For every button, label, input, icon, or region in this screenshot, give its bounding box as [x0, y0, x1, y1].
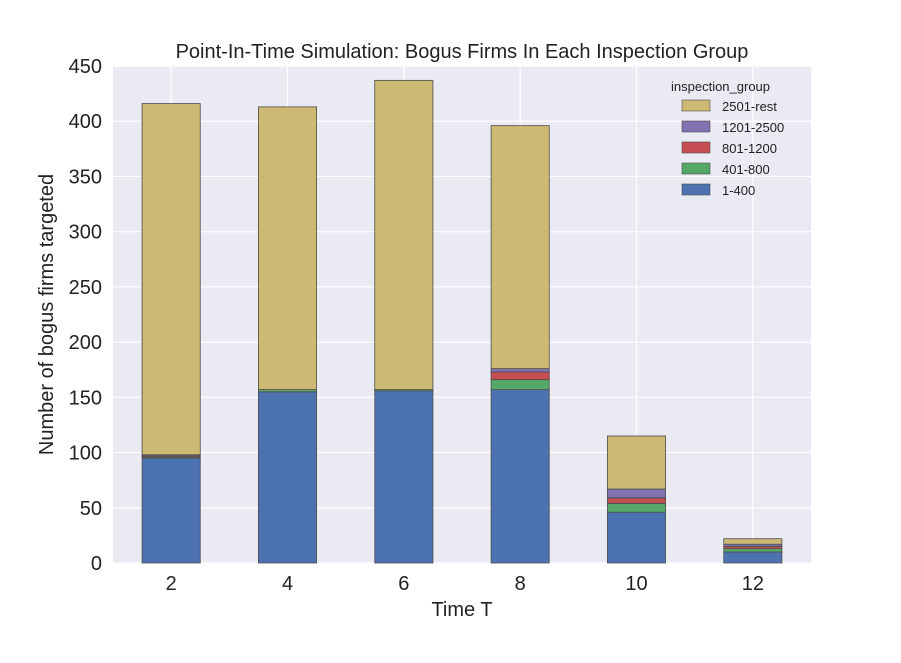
x-tick-label: 2	[166, 573, 177, 595]
legend-entry: 2501-rest	[722, 99, 777, 114]
y-tick-label: 0	[91, 553, 102, 575]
bar-segment-2501-rest	[723, 538, 783, 545]
y-tick-label: 400	[69, 111, 102, 133]
legend-swatch	[681, 99, 711, 112]
bar-segment-2501-rest	[607, 435, 666, 490]
x-tick-label: 12	[742, 573, 764, 595]
legend-swatch	[681, 162, 711, 175]
bar-segment-2501-rest	[141, 103, 201, 456]
y-tick-label: 350	[69, 166, 102, 188]
bar-segment-401-800	[723, 548, 783, 553]
bar-segment-1-400	[141, 457, 201, 564]
x-axis: 2 4 6 8 10 12	[166, 573, 764, 595]
y-tick-label: 250	[69, 277, 102, 299]
y-tick-label: 200	[69, 332, 102, 354]
plot-area	[113, 66, 811, 563]
legend-swatch	[681, 120, 711, 133]
bar-segment-1-400	[490, 389, 550, 564]
y-tick-label: 450	[69, 56, 102, 78]
bar-segment-1-400	[374, 390, 434, 564]
x-tick-label: 10	[625, 573, 647, 595]
x-tick-label: 6	[398, 573, 409, 595]
legend-entry: 1201-2500	[722, 120, 784, 135]
x-tick-label: 4	[282, 573, 293, 595]
legend-entry: 801-1200	[722, 141, 777, 156]
bar-segment-401-800	[490, 379, 550, 391]
bar-segment-2501-rest	[258, 106, 317, 391]
legend: inspection_group 2501-rest 1201-2500 801-1…	[671, 79, 784, 198]
bar-segment-801-1200	[490, 371, 550, 381]
bar-segment-1201-2500	[490, 368, 550, 373]
y-axis-label: Number of bogus firms targeted	[36, 174, 58, 455]
bar-segment-2501-rest	[374, 79, 434, 391]
y-tick-label: 50	[80, 498, 102, 520]
bar-segment-801-1200	[607, 497, 666, 504]
legend-title: inspection_group	[671, 79, 770, 94]
chart-title: Point-In-Time Simulation: Bogus Firms In…	[176, 41, 749, 63]
legend-swatch	[681, 141, 711, 154]
y-tick-label: 100	[69, 443, 102, 465]
legend-entry: 401-800	[722, 162, 770, 177]
bar-segment-2501-rest	[490, 125, 550, 370]
bar-segment-401-800	[607, 502, 666, 513]
bar-segment-1201-2500	[607, 488, 666, 499]
x-tick-label: 8	[515, 573, 526, 595]
y-tick-label: 150	[69, 387, 102, 409]
x-axis-label: Time T	[431, 599, 492, 621]
bar-segment-1-400	[258, 391, 317, 564]
legend-entry: 1-400	[722, 183, 755, 198]
y-axis: 0 50 100 150 200 250 300 350 400 450	[69, 56, 102, 575]
legend-swatch	[681, 183, 711, 196]
bar-segment-1-400	[723, 551, 783, 564]
bar-segment-1-400	[607, 511, 666, 564]
y-tick-label: 300	[69, 222, 102, 244]
bars	[141, 79, 783, 564]
